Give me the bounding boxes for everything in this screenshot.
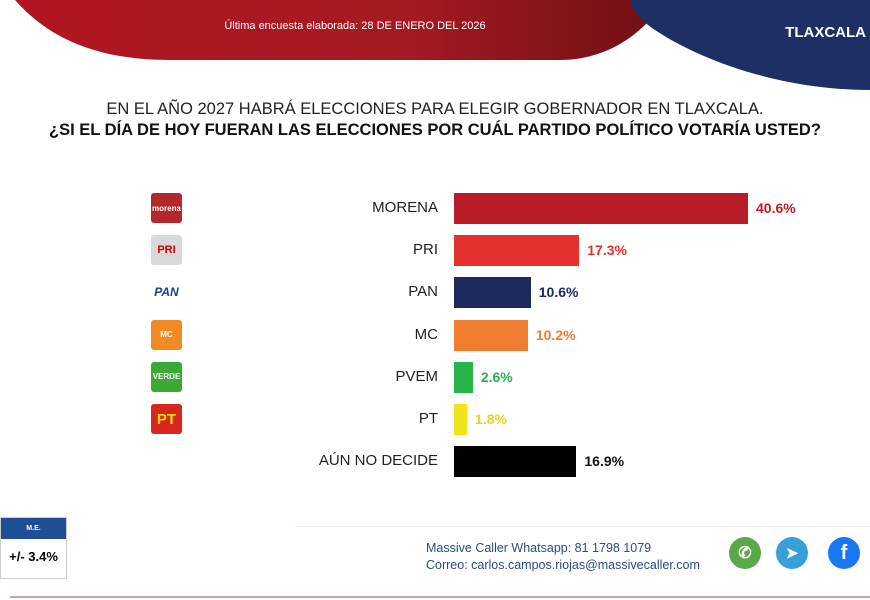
state-name: TLAXCALA (785, 24, 866, 41)
facebook-icon[interactable]: f (828, 537, 860, 569)
logo-pt: PT (151, 404, 182, 434)
telegram-icon[interactable]: ➤ (776, 537, 808, 569)
value-label: 2.6% (480, 368, 513, 385)
value-label: 16.9% (584, 453, 625, 470)
logo-pri: PRI (151, 235, 182, 266)
category-label: PAN (408, 283, 438, 301)
bar-mc (454, 319, 528, 351)
value-label: 1.8% (475, 411, 507, 427)
margin-of-error-label: M.E. (1, 518, 66, 539)
bar-pvem (454, 361, 473, 393)
blue-banner-shape (630, 0, 870, 90)
bar-morena (454, 193, 748, 224)
category-label: MORENA (372, 199, 438, 216)
logo-mc: MC (151, 319, 182, 350)
value-label: 40.6% (756, 200, 796, 216)
survey-date: Última encuesta elaborada: 28 DE ENERO D… (224, 20, 486, 32)
category-label: PRI (412, 241, 438, 259)
category-label: PVEM (395, 367, 438, 385)
red-banner-shape (15, 0, 665, 60)
email-contact: Correo: carlos.campos.riojas@massivecall… (426, 558, 700, 572)
logo-pvem: VERDE (151, 361, 182, 392)
bar-pri (454, 235, 580, 267)
bar-pan (454, 277, 531, 309)
category-label: AÚN NO DECIDE (318, 452, 438, 470)
category-label: MC (414, 325, 438, 343)
value-label: 10.2% (535, 326, 576, 343)
value-label: 10.6% (538, 284, 579, 301)
header-banner (15, 0, 870, 90)
question-line-2: ¿SI EL DÍA DE HOY FUERAN LAS ELECCIONES … (49, 121, 821, 139)
category-label: PT (418, 410, 438, 427)
footer-rule (10, 596, 870, 598)
margin-of-error-value: +/- 3.4% (9, 549, 58, 564)
bar-pt (454, 404, 468, 435)
whatsapp-icon[interactable]: ✆ (729, 537, 761, 569)
question-line-1: EN EL AÑO 2027 HABRÁ ELECCIONES PARA ELE… (106, 100, 764, 118)
whatsapp-contact: Massive Caller Whatsapp: 81 1798 1079 (426, 541, 652, 555)
value-label: 17.3% (587, 242, 627, 259)
contact-info: Massive Caller Whatsapp: 81 1798 1079 Co… (426, 540, 700, 574)
bar-aún-no-decide (454, 446, 577, 478)
margin-of-error-box: M.E. +/- 3.4% (0, 517, 67, 579)
divider (295, 526, 870, 527)
logo-pan: PAN (151, 277, 182, 308)
logo-morena: morena (151, 193, 182, 223)
